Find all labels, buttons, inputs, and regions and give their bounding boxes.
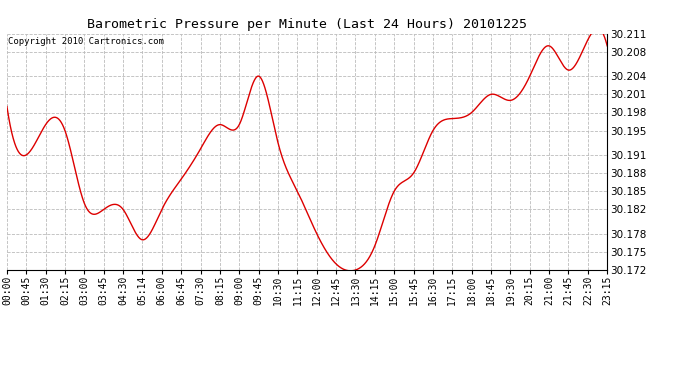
Text: Copyright 2010 Cartronics.com: Copyright 2010 Cartronics.com [8, 37, 164, 46]
Title: Barometric Pressure per Minute (Last 24 Hours) 20101225: Barometric Pressure per Minute (Last 24 … [87, 18, 527, 31]
